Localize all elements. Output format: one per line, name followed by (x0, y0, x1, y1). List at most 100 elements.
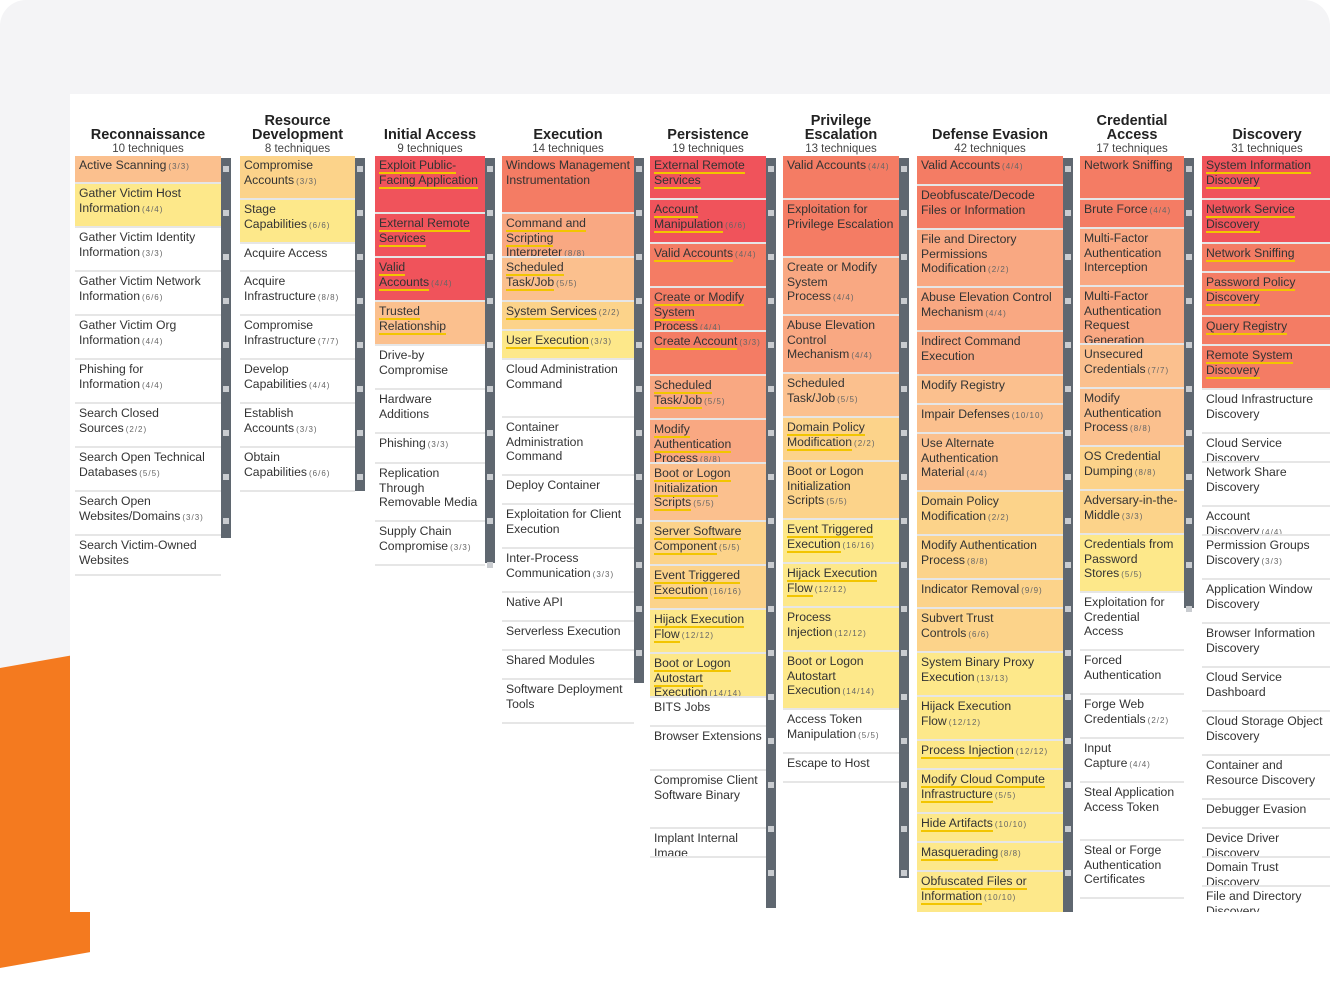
expand-handle-icon[interactable] (768, 430, 774, 436)
technique-cell[interactable]: Network Sniffing (1080, 156, 1184, 200)
expand-handle-icon[interactable] (768, 606, 774, 612)
expand-handle-icon[interactable] (1065, 254, 1071, 260)
expand-handle-icon[interactable] (768, 782, 774, 788)
technique-cell[interactable]: Drive-by Compromise (375, 346, 485, 390)
technique-cell[interactable]: Abuse Elevation Control Mechanism (4/4) (917, 288, 1063, 332)
tactic-header[interactable]: Persistence 19 techniques (650, 94, 766, 156)
expand-handle-icon[interactable] (636, 386, 642, 392)
expand-handle-icon[interactable] (1186, 210, 1192, 216)
technique-cell[interactable]: Server Software Component (5/5) (650, 522, 766, 566)
technique-cell[interactable]: Compromise Client Software Binary (650, 771, 766, 829)
expand-handle-icon[interactable] (768, 870, 774, 876)
technique-cell[interactable]: Browser Information Discovery (1202, 624, 1330, 668)
technique-cell[interactable]: Deobfuscate/Decode Files or Information (917, 186, 1063, 230)
expand-handle-icon[interactable] (1065, 650, 1071, 656)
technique-cell[interactable]: Indirect Command Execution (917, 332, 1063, 376)
technique-cell[interactable]: Forced Authentication (1080, 651, 1184, 695)
technique-cell[interactable]: Software Deployment Tools (502, 680, 634, 724)
expand-handle-icon[interactable] (901, 386, 907, 392)
technique-cell[interactable]: Create Account (3/3) (650, 332, 766, 376)
technique-cell[interactable]: Credentials from Password Stores (5/5) (1080, 535, 1184, 593)
technique-cell[interactable]: Compromise Accounts (3/3) (240, 156, 355, 200)
technique-cell[interactable]: Password Policy Discovery (1202, 273, 1330, 317)
technique-cell[interactable]: Cloud Storage Object Discovery (1202, 712, 1330, 756)
expand-handle-icon[interactable] (901, 430, 907, 436)
technique-cell[interactable]: File and Directory Discovery (1202, 887, 1330, 912)
expand-handle-icon[interactable] (1186, 166, 1192, 172)
technique-cell[interactable]: Device Driver Discovery (1202, 829, 1330, 858)
technique-cell[interactable]: System Binary Proxy Execution (13/13) (917, 653, 1063, 697)
technique-cell[interactable]: Remote System Discovery (1202, 346, 1330, 390)
expand-handle-icon[interactable] (768, 474, 774, 480)
expand-handle-icon[interactable] (636, 606, 642, 612)
tactic-header[interactable]: Discovery 31 techniques (1202, 94, 1330, 156)
technique-cell[interactable]: Search Open Technical Databases (5/5) (75, 448, 221, 492)
expand-handle-icon[interactable] (1186, 298, 1192, 304)
expand-handle-icon[interactable] (357, 166, 363, 172)
technique-cell[interactable]: Abuse Elevation Control Mechanism (4/4) (783, 316, 899, 374)
technique-cell[interactable]: User Execution (3/3) (502, 331, 634, 360)
technique-cell[interactable]: Valid Accounts (4/4) (375, 258, 485, 302)
expand-handle-icon[interactable] (1186, 606, 1192, 612)
expand-handle-icon[interactable] (901, 474, 907, 480)
expand-handle-icon[interactable] (768, 166, 774, 172)
technique-cell[interactable]: Modify Authentication Process (8/8) (1080, 389, 1184, 447)
expand-handle-icon[interactable] (223, 430, 229, 436)
expand-handle-icon[interactable] (636, 298, 642, 304)
technique-cell[interactable]: Domain Policy Modification (2/2) (917, 492, 1063, 536)
technique-cell[interactable]: Active Scanning (3/3) (75, 156, 221, 184)
expand-handle-icon[interactable] (636, 210, 642, 216)
technique-cell[interactable]: Impair Defenses (10/10) (917, 405, 1063, 434)
technique-cell[interactable]: Event Triggered Execution (16/16) (650, 566, 766, 610)
expand-handle-icon[interactable] (1065, 606, 1071, 612)
technique-cell[interactable]: Phishing for Information (4/4) (75, 360, 221, 404)
technique-cell[interactable]: Establish Accounts (3/3) (240, 404, 355, 448)
technique-cell[interactable]: Hardware Additions (375, 390, 485, 434)
technique-cell[interactable]: Modify Authentication Process (8/8) (917, 536, 1063, 580)
technique-cell[interactable]: Browser Extensions (650, 727, 766, 771)
expand-handle-icon[interactable] (768, 342, 774, 348)
expand-handle-icon[interactable] (223, 474, 229, 480)
technique-cell[interactable]: Brute Force (4/4) (1080, 200, 1184, 229)
technique-cell[interactable]: Gather Victim Org Information (4/4) (75, 316, 221, 360)
expand-handle-icon[interactable] (223, 254, 229, 260)
technique-cell[interactable]: Multi-Factor Authentication Request Gene… (1080, 287, 1184, 345)
expand-handle-icon[interactable] (901, 254, 907, 260)
tactic-header[interactable]: Initial Access 9 techniques (375, 94, 485, 156)
subtechnique-expand-bar[interactable] (355, 158, 365, 491)
expand-handle-icon[interactable] (768, 562, 774, 568)
expand-handle-icon[interactable] (901, 738, 907, 744)
technique-cell[interactable]: Gather Victim Host Information (4/4) (75, 184, 221, 228)
expand-handle-icon[interactable] (223, 166, 229, 172)
technique-cell[interactable]: Domain Policy Modification (2/2) (783, 418, 899, 462)
technique-cell[interactable]: Account Discovery (4/4) (1202, 507, 1330, 536)
tactic-header[interactable]: Resource Development 8 techniques (240, 94, 355, 156)
subtechnique-expand-bar[interactable] (766, 158, 776, 908)
expand-handle-icon[interactable] (768, 738, 774, 744)
subtechnique-expand-bar[interactable] (899, 158, 909, 878)
expand-handle-icon[interactable] (357, 430, 363, 436)
technique-cell[interactable]: Cloud Service Dashboard (1202, 668, 1330, 712)
technique-cell[interactable]: System Information Discovery (1202, 156, 1330, 200)
technique-cell[interactable]: Cloud Administration Command (502, 360, 634, 418)
expand-handle-icon[interactable] (768, 298, 774, 304)
expand-handle-icon[interactable] (1065, 694, 1071, 700)
technique-cell[interactable]: Adversary-in-the-Middle (3/3) (1080, 491, 1184, 535)
technique-cell[interactable]: Boot or Logon Autostart Execution (14/14) (650, 654, 766, 698)
technique-cell[interactable]: Serverless Execution (502, 622, 634, 651)
expand-handle-icon[interactable] (487, 254, 493, 260)
technique-cell[interactable]: Obfuscated Files or Information (10/10) (917, 872, 1063, 912)
technique-cell[interactable]: Hide Artifacts (10/10) (917, 814, 1063, 843)
technique-cell[interactable]: Escape to Host (783, 754, 899, 783)
technique-cell[interactable]: Query Registry (1202, 317, 1330, 346)
expand-handle-icon[interactable] (1065, 430, 1071, 436)
expand-handle-icon[interactable] (487, 562, 493, 568)
expand-handle-icon[interactable] (768, 210, 774, 216)
technique-cell[interactable]: Valid Accounts (4/4) (783, 156, 899, 200)
expand-handle-icon[interactable] (357, 474, 363, 480)
technique-cell[interactable]: Modify Cloud Compute Infrastructure (5/5) (917, 770, 1063, 814)
technique-cell[interactable]: Stage Capabilities (6/6) (240, 200, 355, 244)
technique-cell[interactable]: Gather Victim Network Information (6/6) (75, 272, 221, 316)
technique-cell[interactable]: Cloud Infrastructure Discovery (1202, 390, 1330, 434)
tactic-header[interactable]: Credential Access 17 techniques (1080, 94, 1184, 156)
